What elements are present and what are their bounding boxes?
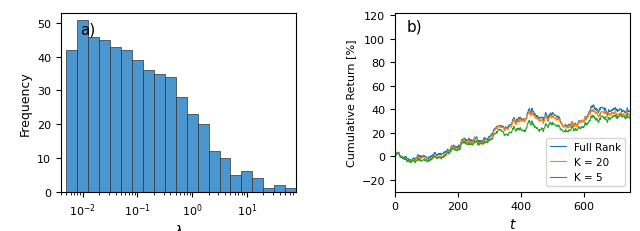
Bar	[209, 152, 220, 192]
Full Rank	[436, 153, 444, 156]
K = 5	[391, 155, 399, 158]
K = 20	[529, 114, 537, 116]
Bar	[143, 71, 154, 192]
Bar	[132, 61, 143, 192]
Bar	[176, 98, 187, 192]
Full Rank	[589, 104, 597, 107]
Bar	[88, 37, 99, 192]
Bar	[307, 188, 318, 192]
Line: K = 5: K = 5	[395, 114, 630, 163]
Bar	[67, 51, 77, 192]
Bar	[296, 188, 307, 192]
Legend: Full Rank, K = 20, K = 5: Full Rank, K = 20, K = 5	[546, 138, 625, 187]
Full Rank	[469, 139, 477, 141]
Bar	[275, 185, 285, 192]
K = 5	[578, 125, 586, 128]
K = 20	[589, 108, 597, 111]
K = 5	[411, 162, 419, 164]
Line: Full Rank: Full Rank	[395, 105, 630, 161]
K = 5	[497, 129, 504, 132]
Bar	[110, 47, 121, 192]
K = 20	[627, 116, 634, 119]
Bar	[121, 51, 132, 192]
K = 20	[469, 140, 477, 143]
K = 20	[408, 161, 415, 164]
Bar	[198, 125, 209, 192]
Full Rank	[408, 160, 415, 163]
Line: K = 20: K = 20	[395, 110, 630, 163]
K = 20	[578, 119, 586, 122]
X-axis label: $t$: $t$	[509, 217, 516, 231]
Full Rank	[578, 119, 586, 122]
K = 5	[623, 113, 631, 116]
K = 5	[529, 124, 537, 127]
K = 20	[391, 155, 399, 157]
Bar	[263, 188, 275, 192]
Bar	[77, 21, 88, 192]
K = 5	[436, 156, 444, 159]
Bar	[285, 188, 296, 192]
Bar	[252, 178, 263, 192]
Bar	[230, 175, 241, 192]
K = 20	[541, 116, 549, 119]
Text: b): b)	[407, 19, 422, 34]
Y-axis label: Frequency: Frequency	[19, 70, 31, 135]
K = 20	[497, 126, 504, 129]
K = 5	[469, 142, 477, 145]
K = 5	[627, 118, 634, 121]
X-axis label: $\lambda$: $\lambda$	[174, 223, 183, 231]
Bar	[187, 115, 198, 192]
Text: a): a)	[79, 23, 95, 38]
Full Rank	[391, 155, 399, 157]
Bar	[241, 172, 252, 192]
Bar	[154, 74, 165, 192]
Full Rank	[529, 111, 537, 113]
Bar	[220, 158, 230, 192]
Full Rank	[497, 125, 504, 128]
K = 20	[436, 156, 444, 159]
Bar	[165, 78, 176, 192]
Bar	[340, 188, 351, 192]
Y-axis label: Cumulative Return [%]: Cumulative Return [%]	[346, 39, 356, 166]
Full Rank	[627, 112, 634, 115]
Bar	[99, 41, 110, 192]
Full Rank	[541, 113, 549, 116]
K = 5	[541, 124, 549, 127]
